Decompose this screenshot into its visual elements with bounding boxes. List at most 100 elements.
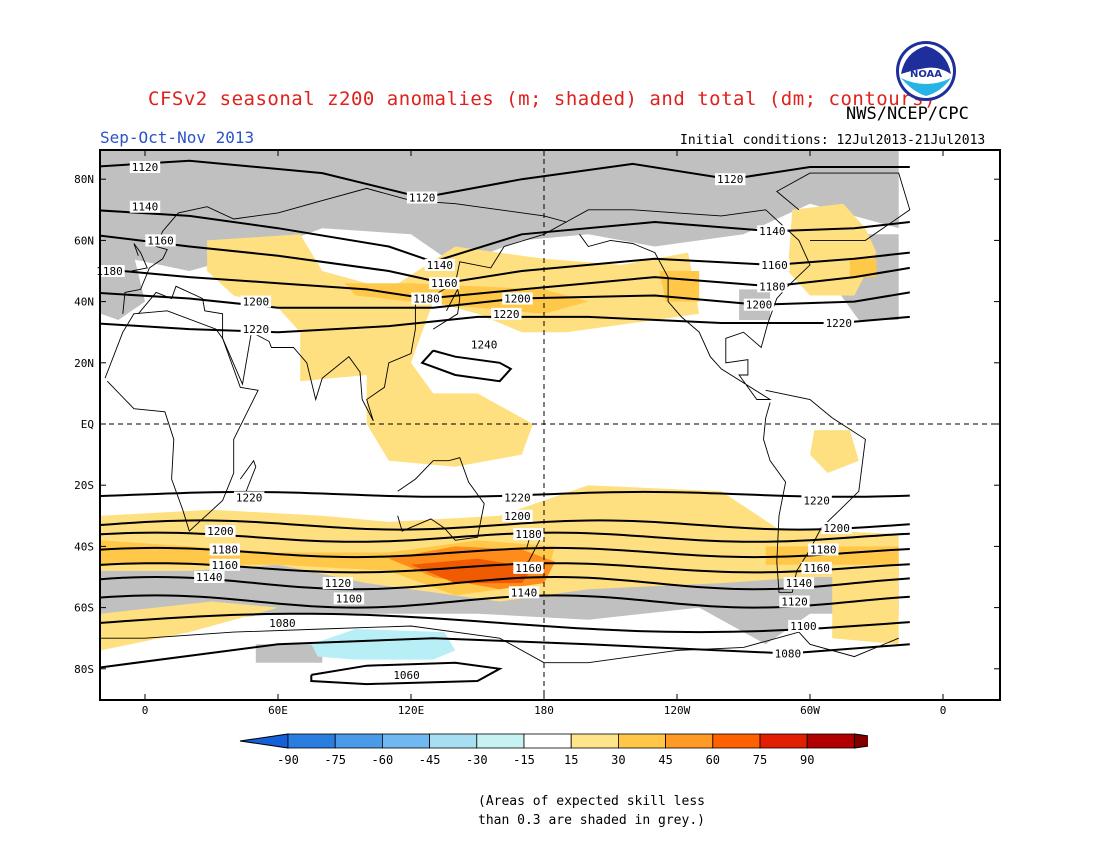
colorbar-box bbox=[806, 733, 855, 749]
contour-label: 1220 bbox=[504, 491, 531, 504]
contour-labels: 1120112011201140114011401160116011601180… bbox=[94, 160, 855, 682]
contour-label: 1220 bbox=[826, 317, 853, 330]
colorbar-tick-label: -75 bbox=[324, 753, 346, 767]
colorbar-box bbox=[759, 733, 808, 749]
colorbar-tick-label: 75 bbox=[753, 753, 767, 767]
contour-label-bg bbox=[468, 338, 500, 351]
lat-tick-label: 60S bbox=[74, 602, 94, 615]
colorbar-box bbox=[334, 733, 383, 749]
colorbar-box bbox=[429, 733, 478, 749]
contour-label-bg bbox=[391, 668, 422, 681]
coastline bbox=[131, 243, 148, 272]
contour-label-bg bbox=[491, 307, 522, 320]
height-contour-line bbox=[100, 519, 910, 531]
contour-label: 1160 bbox=[803, 562, 830, 575]
contour-label-bg bbox=[94, 265, 125, 277]
contour-label: 1080 bbox=[269, 617, 296, 630]
low-skill-shading bbox=[100, 150, 899, 271]
coastline bbox=[104, 310, 259, 532]
colorbar-tick-label: -45 bbox=[419, 753, 441, 767]
contour-label: 1120 bbox=[325, 577, 352, 590]
contour-label-bg bbox=[743, 298, 775, 311]
height-contour-line bbox=[100, 234, 910, 285]
lat-tick-label: 20S bbox=[74, 479, 94, 492]
map-axes: 80N 60N 40N 20N EQ 20S 40S 60S 80S 0 60E 120E 180 120… bbox=[74, 150, 1000, 717]
coastline bbox=[397, 457, 485, 541]
coastline bbox=[565, 209, 811, 400]
contour-label: 1120 bbox=[132, 161, 159, 174]
contour-label: 1100 bbox=[336, 592, 363, 605]
height-contour-line bbox=[100, 315, 910, 334]
footnote-line-1: (Areas of expected skill less bbox=[478, 794, 705, 809]
colorbar-tick-label: -90 bbox=[277, 753, 299, 767]
height-contour-line bbox=[100, 490, 910, 498]
contour-label-bg bbox=[424, 258, 456, 271]
contour-label-bg bbox=[823, 317, 855, 330]
contour-label-bg bbox=[194, 571, 225, 583]
lon-tick-label: 0 bbox=[940, 704, 947, 717]
contour-label: 1200 bbox=[746, 299, 773, 312]
contour-label-bg bbox=[406, 191, 438, 204]
contour-label: 1200 bbox=[504, 510, 531, 523]
agency-label: NWS/NCEP/CPC bbox=[846, 104, 969, 124]
lat-tick-label: 40S bbox=[74, 540, 94, 553]
low-skill-shading bbox=[100, 246, 145, 320]
coastlines bbox=[100, 172, 911, 664]
colorbar-box bbox=[381, 733, 430, 749]
contour-label: 1220 bbox=[243, 323, 270, 336]
contour-label-bg bbox=[821, 522, 852, 535]
colorbar: -90 -75 -60 -45 -30 -15 15 30 45 60 75 90 bbox=[239, 733, 868, 767]
anomaly-30-45 bbox=[849, 258, 877, 278]
height-contour-line bbox=[100, 575, 910, 591]
contour-label-bg bbox=[129, 200, 161, 213]
colorbar-tick-label: 45 bbox=[658, 753, 672, 767]
contour-label: 1080 bbox=[775, 648, 802, 661]
coastline bbox=[100, 625, 899, 664]
height-contour-line bbox=[310, 661, 503, 686]
contour-label-bg bbox=[783, 577, 815, 590]
contour-label-bg bbox=[502, 292, 533, 305]
map-title: CFSv2 seasonal z200 anomalies (m; shaded… bbox=[148, 88, 936, 110]
contour-label: 1100 bbox=[790, 620, 817, 633]
contour-label: 1220 bbox=[493, 308, 520, 321]
height-contour-line bbox=[100, 612, 910, 634]
contour-label-bg bbox=[145, 234, 176, 247]
initial-conditions-label: Initial conditions: 12Jul2013-21Jul2013 bbox=[680, 133, 986, 148]
colorbar-box bbox=[570, 733, 619, 749]
lon-tick-label: 60E bbox=[268, 704, 288, 717]
colorbar-box bbox=[476, 733, 525, 749]
colorbar-arrow-left bbox=[239, 733, 289, 749]
colorbar-box bbox=[712, 733, 761, 749]
colorbar-box bbox=[523, 733, 572, 749]
lat-tick-label: 80S bbox=[74, 663, 94, 676]
contour-label-bg bbox=[757, 280, 788, 293]
anomaly-15-30 bbox=[207, 234, 700, 467]
low-skill-shading bbox=[255, 644, 323, 663]
coastline bbox=[776, 172, 911, 241]
contour-label: 1140 bbox=[511, 586, 538, 599]
noaa-logo: NOAA bbox=[896, 41, 956, 101]
contour-label-bg bbox=[233, 491, 265, 504]
colorbar-tick-label: -60 bbox=[372, 753, 394, 767]
contour-label-bg bbox=[508, 586, 540, 599]
contour-label: 1180 bbox=[810, 543, 837, 556]
contour-label: 1140 bbox=[427, 259, 454, 272]
contour-label-bg bbox=[772, 647, 804, 660]
contour-label: 1160 bbox=[761, 259, 788, 272]
colorbar-box bbox=[617, 733, 666, 749]
contour-label: 1180 bbox=[96, 265, 123, 278]
lat-tick-label: EQ bbox=[81, 418, 94, 431]
contour-label: 1200 bbox=[823, 522, 850, 535]
skill-footnote: (Areas of expected skill less than 0.3 a… bbox=[478, 792, 705, 830]
colorbar-arrow-right bbox=[853, 733, 868, 749]
anomaly-neg-15-30 bbox=[311, 629, 456, 660]
contour-label: 1160 bbox=[515, 562, 542, 575]
lon-tick-label: 120E bbox=[398, 704, 425, 717]
contour-label-bg bbox=[502, 509, 533, 522]
lon-tick-label: 120W bbox=[664, 704, 691, 717]
lat-tick-label: 80N bbox=[74, 173, 94, 186]
height-contour-line bbox=[100, 209, 910, 263]
anomaly-30-45 bbox=[344, 283, 589, 314]
colorbar-box bbox=[665, 733, 714, 749]
